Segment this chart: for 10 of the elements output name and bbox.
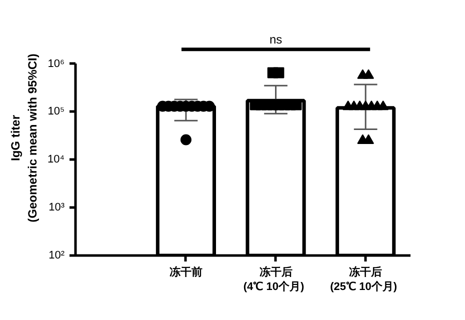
x-tick-label: 冻干后 (25℃ 10个月) [330, 266, 398, 293]
y-tick-label: 10⁵ [48, 106, 64, 118]
y-tick-label: 10⁴ [48, 154, 65, 166]
y-axis-title: IgG titer (Geometric mean with 95%CI) [8, 54, 40, 222]
text: ns [269, 32, 282, 46]
x-tick-label: 冻干前 [169, 266, 202, 278]
y-tick-label: 10² [48, 250, 65, 262]
x-tick-label: 冻干后 (4℃ 10个月) [243, 266, 304, 293]
y-tick-label: 10⁶ [48, 58, 64, 70]
y-tick-label: 10³ [48, 202, 65, 214]
